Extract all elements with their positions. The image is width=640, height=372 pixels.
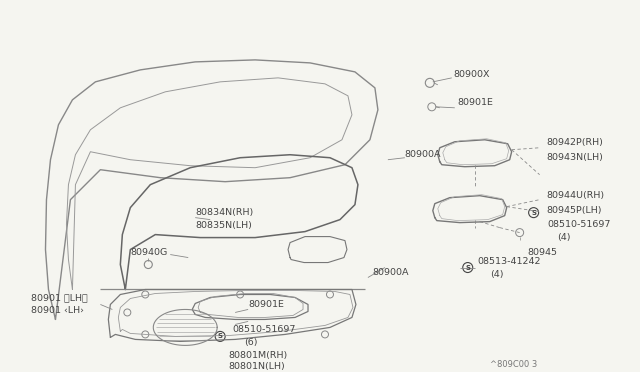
Text: 08510-51697: 08510-51697: [232, 325, 296, 334]
Text: 80801N(LH): 80801N(LH): [228, 362, 285, 371]
Text: 80900A: 80900A: [372, 268, 408, 277]
Text: S: S: [218, 333, 223, 339]
Text: 80944U(RH): 80944U(RH): [547, 191, 605, 200]
Text: 80940G: 80940G: [131, 248, 168, 257]
Text: 08510-51697: 08510-51697: [548, 220, 611, 229]
Text: (4): (4): [557, 233, 571, 242]
Text: ^809C00 3: ^809C00 3: [490, 360, 537, 369]
Text: 80901E: 80901E: [248, 300, 284, 309]
Text: 80900A: 80900A: [405, 150, 442, 159]
Text: S: S: [465, 264, 470, 270]
Text: S: S: [531, 210, 536, 216]
Text: 80835N(LH): 80835N(LH): [195, 221, 252, 230]
Text: 80945P(LH): 80945P(LH): [547, 206, 602, 215]
Text: 08513-41242: 08513-41242: [477, 257, 541, 266]
Text: 80901 〈LH〉: 80901 〈LH〉: [31, 293, 87, 302]
Text: 80901 ‹LH›: 80901 ‹LH›: [31, 306, 83, 315]
Text: 80834N(RH): 80834N(RH): [195, 208, 253, 217]
Text: 80945: 80945: [527, 248, 557, 257]
Text: 80900X: 80900X: [454, 70, 490, 79]
Text: 80942P(RH): 80942P(RH): [547, 138, 604, 147]
Text: (4): (4): [490, 270, 503, 279]
Text: 80901E: 80901E: [458, 98, 493, 107]
Text: 80801M(RH): 80801M(RH): [228, 351, 287, 360]
Text: 80943N(LH): 80943N(LH): [547, 153, 604, 162]
Text: (6): (6): [244, 338, 258, 347]
